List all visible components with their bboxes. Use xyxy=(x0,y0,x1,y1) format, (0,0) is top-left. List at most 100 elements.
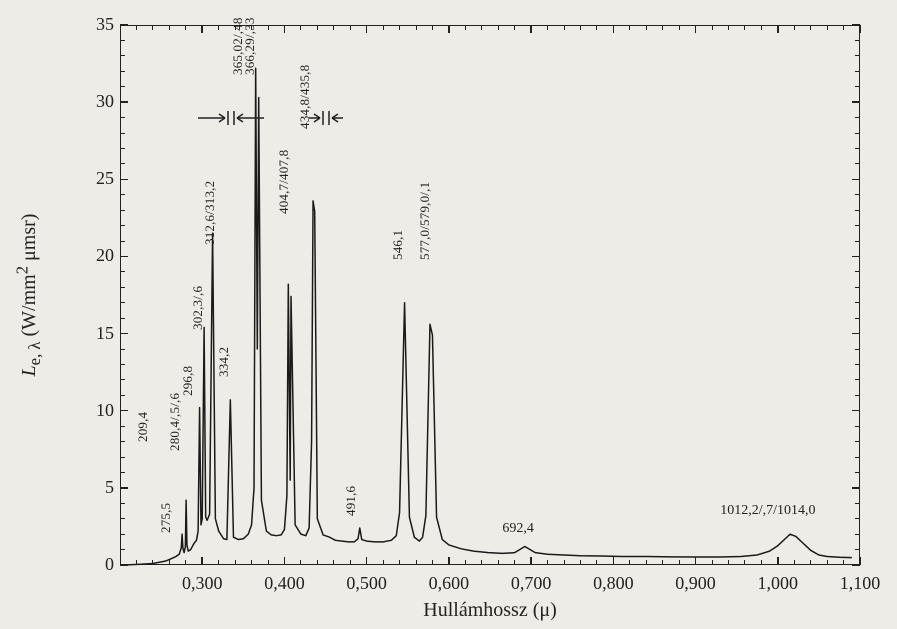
x-tick-minor xyxy=(514,560,515,565)
x-tick-major xyxy=(695,557,697,565)
x-tick-major xyxy=(448,557,450,565)
x-tick-major-top xyxy=(777,25,779,33)
y-tick-label: 20 xyxy=(76,245,114,266)
x-tick-major xyxy=(777,557,779,565)
y-tick-minor-right xyxy=(855,241,860,242)
x-tick-major-top xyxy=(613,25,615,33)
y-tick-minor-right xyxy=(855,71,860,72)
y-tick-minor xyxy=(120,379,125,380)
y-tick-label: 10 xyxy=(76,400,114,421)
x-tick-label: 0,800 xyxy=(585,573,641,594)
x-tick-minor xyxy=(728,560,729,565)
x-tick-minor xyxy=(152,560,153,565)
x-tick-minor xyxy=(218,560,219,565)
x-tick-minor-top xyxy=(662,25,663,30)
x-tick-minor xyxy=(235,560,236,565)
x-tick-label: 0,900 xyxy=(668,573,724,594)
y-tick-minor xyxy=(120,40,125,41)
x-tick-minor-top xyxy=(596,25,597,30)
x-tick-minor xyxy=(646,560,647,565)
peak-label: 280,4/,5/,6 xyxy=(167,393,183,451)
x-tick-minor-top xyxy=(383,25,384,30)
y-tick-minor-right xyxy=(855,379,860,380)
doublet-marker xyxy=(307,108,345,128)
peak-label: 491,6 xyxy=(343,486,359,516)
peak-label: 577,0/579,0/,1 xyxy=(417,182,433,260)
y-tick-major-right xyxy=(852,256,860,258)
x-tick-minor xyxy=(317,560,318,565)
y-tick-minor xyxy=(120,503,125,504)
x-tick-minor xyxy=(268,560,269,565)
x-tick-minor-top xyxy=(843,25,844,30)
y-tick-minor-right xyxy=(855,457,860,458)
spectrum-path xyxy=(124,68,852,565)
x-tick-minor xyxy=(843,560,844,565)
x-tick-minor xyxy=(596,560,597,565)
y-tick-minor-right xyxy=(855,133,860,134)
x-tick-minor-top xyxy=(794,25,795,30)
x-tick-minor-top xyxy=(827,25,828,30)
x-tick-minor xyxy=(712,560,713,565)
y-tick-minor xyxy=(120,472,125,473)
y-tick-minor-right xyxy=(855,302,860,303)
x-tick-minor-top xyxy=(646,25,647,30)
peak-label-flat: 692,4 xyxy=(502,521,534,537)
x-tick-minor-top xyxy=(514,25,515,30)
y-tick-minor-right xyxy=(855,472,860,473)
y-tick-major-right xyxy=(852,410,860,412)
y-tick-minor xyxy=(120,518,125,519)
x-tick-minor xyxy=(251,560,252,565)
y-tick-minor xyxy=(120,71,125,72)
y-tick-major-right xyxy=(852,333,860,335)
y-tick-major xyxy=(120,24,128,26)
y-tick-minor xyxy=(120,86,125,87)
x-tick-minor xyxy=(333,560,334,565)
y-tick-minor-right xyxy=(855,395,860,396)
y-tick-minor-right xyxy=(855,194,860,195)
peak-label: 366,29/,33 xyxy=(242,17,258,75)
y-tick-minor xyxy=(120,302,125,303)
y-tick-minor xyxy=(120,534,125,535)
x-tick-label: 1,000 xyxy=(750,573,806,594)
x-tick-label: 1,100 xyxy=(832,573,888,594)
y-tick-minor xyxy=(120,441,125,442)
y-tick-minor-right xyxy=(855,225,860,226)
y-tick-minor-right xyxy=(855,503,860,504)
y-tick-minor-right xyxy=(855,534,860,535)
x-tick-minor xyxy=(827,560,828,565)
x-tick-minor-top xyxy=(432,25,433,30)
x-tick-minor-top xyxy=(333,25,334,30)
y-tick-major-right xyxy=(852,179,860,181)
y-tick-minor-right xyxy=(855,163,860,164)
x-tick-minor xyxy=(744,560,745,565)
x-tick-minor-top xyxy=(564,25,565,30)
x-tick-minor-top xyxy=(185,25,186,30)
x-tick-minor-top xyxy=(218,25,219,30)
x-tick-minor-top xyxy=(728,25,729,30)
x-tick-minor-top xyxy=(268,25,269,30)
y-tick-label: 30 xyxy=(76,91,114,112)
y-tick-major-right xyxy=(852,101,860,103)
y-tick-minor xyxy=(120,271,125,272)
y-tick-major xyxy=(120,179,128,181)
x-tick-label: 0,500 xyxy=(339,573,395,594)
y-tick-minor xyxy=(120,163,125,164)
x-tick-minor xyxy=(136,560,137,565)
x-tick-minor xyxy=(547,560,548,565)
x-tick-minor xyxy=(679,560,680,565)
x-tick-major-top xyxy=(366,25,368,33)
x-tick-minor xyxy=(300,560,301,565)
x-tick-major-top xyxy=(284,25,286,33)
doublet-marker xyxy=(196,108,266,128)
y-tick-major-right xyxy=(852,487,860,489)
x-tick-minor xyxy=(761,560,762,565)
x-tick-minor xyxy=(498,560,499,565)
y-tick-minor-right xyxy=(855,349,860,350)
x-tick-major-top xyxy=(201,25,203,33)
x-tick-minor-top xyxy=(317,25,318,30)
x-tick-major xyxy=(284,557,286,565)
x-tick-major xyxy=(859,557,861,565)
x-tick-major xyxy=(530,557,532,565)
y-tick-minor xyxy=(120,117,125,118)
spectrum-line xyxy=(0,0,897,629)
